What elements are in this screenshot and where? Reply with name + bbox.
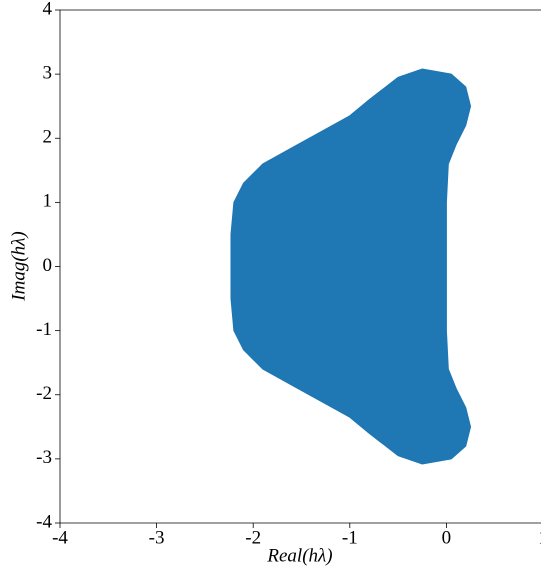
x-tick-label: 1 — [538, 527, 541, 548]
x-tick-label: -2 — [245, 527, 261, 548]
y-tick-label: 0 — [43, 255, 53, 276]
x-tick-label: -1 — [342, 527, 358, 548]
y-tick-label: -3 — [36, 447, 52, 468]
y-tick-label: -2 — [36, 383, 52, 404]
x-axis-label: Real(hλ) — [266, 545, 332, 566]
y-tick-label: -1 — [36, 319, 52, 340]
x-tick-label: -3 — [149, 527, 165, 548]
y-tick-label: 3 — [43, 62, 53, 83]
y-tick-label: 4 — [43, 0, 53, 19]
x-tick-label: 0 — [442, 527, 452, 548]
y-tick-label: 1 — [43, 191, 53, 212]
y-axis-label: Imag(hλ) — [8, 231, 29, 301]
x-tick-label: -4 — [52, 527, 68, 548]
stability-region — [230, 68, 472, 465]
y-tick-label: 2 — [43, 127, 53, 148]
y-tick-label: -4 — [36, 511, 52, 532]
